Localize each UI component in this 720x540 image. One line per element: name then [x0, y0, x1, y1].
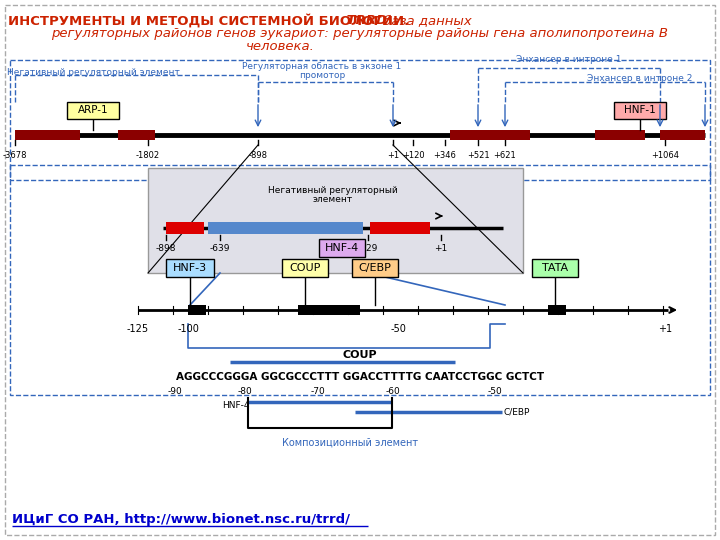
- Text: -60: -60: [386, 387, 400, 396]
- Text: регуляторных районов генов эукариот: регуляторные районы гена аполипопротеина В: регуляторных районов генов эукариот: рег…: [52, 27, 668, 40]
- Bar: [370, 222, 430, 234]
- Text: - база данных: - база данных: [370, 14, 472, 27]
- Text: +120: +120: [402, 151, 424, 160]
- Bar: [450, 130, 530, 140]
- Text: AGGCCCGGGA GGCGCCCTTT GGACCTTTTG CAATCCTGGC GCTCT: AGGCCCGGGA GGCGCCCTTT GGACCTTTTG CAATCCT…: [176, 372, 544, 382]
- Text: -898: -898: [248, 151, 268, 160]
- Text: ИЦиГ СО РАН, http://www.bionet.nsc.ru/trrd/: ИЦиГ СО РАН, http://www.bionet.nsc.ru/tr…: [12, 514, 350, 526]
- Bar: [282, 259, 328, 277]
- Bar: [319, 239, 365, 257]
- Bar: [660, 130, 705, 140]
- Bar: [10, 165, 710, 395]
- Text: -50: -50: [390, 324, 406, 334]
- Text: -80: -80: [238, 387, 253, 396]
- Text: -50: -50: [487, 387, 503, 396]
- Text: -639: -639: [210, 244, 230, 253]
- Bar: [10, 60, 710, 180]
- Bar: [166, 222, 204, 234]
- Text: +1: +1: [434, 244, 448, 253]
- Text: Энхансер в интроне 1: Энхансер в интроне 1: [516, 55, 622, 64]
- Text: -898: -898: [156, 244, 176, 253]
- Text: -125: -125: [127, 324, 149, 334]
- Bar: [298, 305, 360, 315]
- Text: промотор: промотор: [299, 71, 345, 80]
- Text: +521: +521: [467, 151, 490, 160]
- Text: TRRD: TRRD: [342, 14, 387, 27]
- Text: HNF-1: HNF-1: [624, 105, 656, 115]
- Text: -100: -100: [177, 324, 199, 334]
- Text: -129: -129: [358, 244, 378, 253]
- Bar: [166, 259, 214, 277]
- Bar: [15, 130, 80, 140]
- Bar: [352, 259, 398, 277]
- Text: элемент: элемент: [313, 195, 353, 204]
- Text: Композиционный элемент: Композиционный элемент: [282, 438, 418, 448]
- Text: Негативный регуляторный: Негативный регуляторный: [268, 186, 398, 195]
- Text: -70: -70: [310, 387, 325, 396]
- Bar: [188, 305, 206, 315]
- Text: C/EBP: C/EBP: [359, 263, 392, 273]
- Text: COUP: COUP: [289, 263, 320, 273]
- Text: ИНСТРУМЕНТЫ И МЕТОДЫ СИСТЕМНОЙ БИОЛОГИИ.: ИНСТРУМЕНТЫ И МЕТОДЫ СИСТЕМНОЙ БИОЛОГИИ.: [8, 14, 409, 28]
- Bar: [595, 130, 645, 140]
- Text: C/EBP: C/EBP: [504, 408, 531, 416]
- Text: Энхансер в интроне 2: Энхансер в интроне 2: [588, 74, 693, 83]
- Text: TATA: TATA: [542, 263, 568, 273]
- Text: Регуляторная область в экзоне 1: Регуляторная область в экзоне 1: [243, 62, 402, 71]
- Text: -1802: -1802: [136, 151, 160, 160]
- Text: -3678: -3678: [3, 151, 27, 160]
- Text: Негативный регуляторный элемент: Негативный регуляторный элемент: [6, 68, 179, 77]
- Text: ARP-1: ARP-1: [78, 105, 108, 115]
- Text: COUP: COUP: [343, 350, 377, 360]
- Bar: [614, 102, 666, 118]
- Text: HNF-3: HNF-3: [173, 263, 207, 273]
- Text: +1: +1: [387, 151, 399, 160]
- Text: человека.: человека.: [246, 40, 315, 53]
- Bar: [548, 305, 566, 315]
- Text: +621: +621: [494, 151, 516, 160]
- Bar: [208, 222, 363, 234]
- Bar: [67, 102, 119, 118]
- Text: HNF-4: HNF-4: [325, 243, 359, 253]
- Text: +1: +1: [658, 324, 672, 334]
- Text: HNF-4: HNF-4: [222, 401, 250, 409]
- Text: +346: +346: [433, 151, 456, 160]
- Bar: [118, 130, 155, 140]
- Bar: [148, 168, 523, 273]
- Text: +1064: +1064: [651, 151, 679, 160]
- Text: -90: -90: [168, 387, 182, 396]
- Bar: [532, 259, 578, 277]
